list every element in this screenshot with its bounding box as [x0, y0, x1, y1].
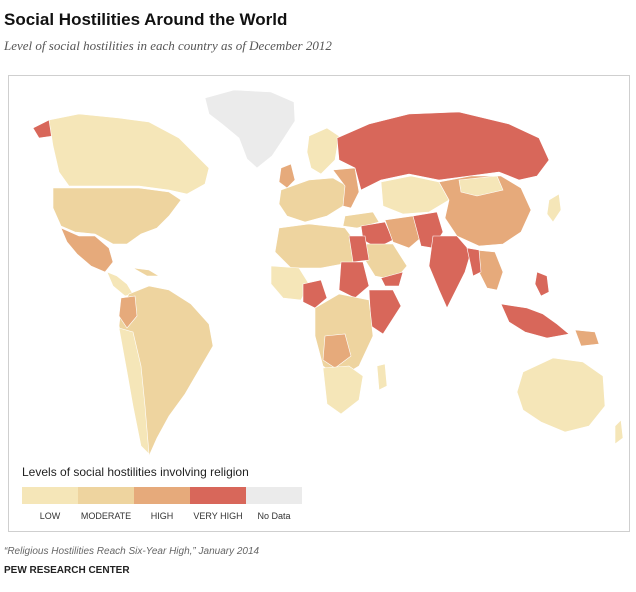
- region-north-africa: [274, 223, 358, 269]
- legend-swatch-high: [134, 487, 190, 504]
- legend: Levels of social hostilities involving r…: [22, 465, 322, 521]
- world-map: [8, 75, 630, 532]
- region-philippines: [534, 271, 550, 297]
- region-canada: [48, 113, 210, 195]
- region-japan: [546, 193, 562, 223]
- region-indonesia: [500, 303, 570, 339]
- region-egypt: [348, 235, 370, 263]
- legend-label-moderate: MODERATE: [80, 511, 132, 521]
- region-caribbean: [132, 267, 161, 277]
- region-russia: [336, 111, 550, 191]
- region-mexico: [60, 227, 114, 273]
- region-mongolia: [458, 175, 504, 197]
- legend-swatch-low: [22, 487, 78, 504]
- region-usa: [52, 187, 182, 245]
- legend-item-low: LOW: [22, 487, 78, 521]
- page-subtitle: Level of social hostilities in each coun…: [4, 38, 332, 53]
- legend-swatch-no-data: [246, 487, 302, 504]
- region-iran: [384, 215, 424, 249]
- region-australia: [516, 357, 606, 433]
- region-india: [428, 235, 472, 309]
- region-sudan: [338, 261, 370, 299]
- region-png: [574, 329, 600, 347]
- region-new-zealand: [614, 419, 624, 445]
- world-map-svg: [32, 89, 624, 457]
- region-horn-africa: [368, 289, 402, 335]
- page-title: Social Hostilities Around the World: [4, 10, 288, 29]
- region-greenland: [204, 89, 296, 169]
- region-drc: [322, 333, 352, 369]
- legend-title: Levels of social hostilities involving r…: [22, 465, 249, 479]
- region-yemen: [380, 271, 404, 287]
- region-madagascar: [376, 363, 388, 391]
- source-note: “Religious Hostilities Reach Six-Year Hi…: [4, 546, 260, 557]
- region-southern-africa: [322, 365, 364, 415]
- legend-item-no-data: No Data: [246, 487, 302, 521]
- legend-swatch-moderate: [78, 487, 134, 504]
- legend-item-very-high: VERY HIGH: [190, 487, 246, 521]
- region-andes: [118, 327, 150, 455]
- region-nigeria: [302, 279, 328, 309]
- region-uk: [278, 163, 296, 189]
- legend-label-no-data: No Data: [257, 511, 291, 521]
- region-scandinavia: [306, 127, 340, 175]
- region-central-america: [106, 271, 134, 297]
- legend-item-moderate: MODERATE: [78, 487, 134, 521]
- legend-label-high: HIGH: [150, 511, 174, 521]
- region-western-europe: [278, 177, 348, 223]
- region-central-asia: [380, 175, 450, 215]
- legend-label-low: LOW: [39, 511, 61, 521]
- organization-credit: PEW RESEARCH CENTER: [4, 565, 130, 576]
- region-colombia: [118, 295, 138, 329]
- region-myanmar: [466, 247, 482, 277]
- legend-row: LOW MODERATE HIGH VERY HIGH No Data: [22, 487, 322, 521]
- region-west-africa: [270, 265, 310, 301]
- legend-item-high: HIGH: [134, 487, 190, 521]
- legend-swatch-very-high: [190, 487, 246, 504]
- legend-label-very-high: VERY HIGH: [193, 511, 243, 521]
